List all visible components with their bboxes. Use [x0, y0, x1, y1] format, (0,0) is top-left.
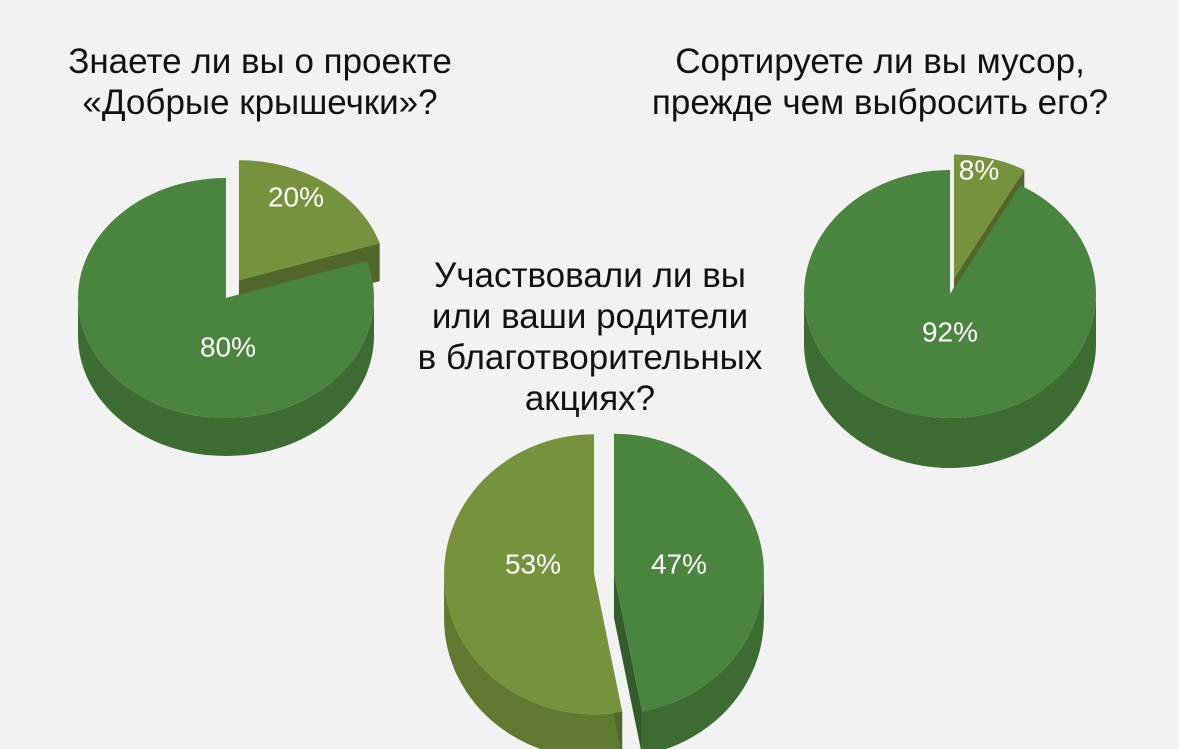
pie-1-label-0: 8%	[959, 154, 999, 185]
pie-0-label-0: 20%	[268, 181, 324, 212]
pie-chart-2: 47% 53%	[444, 433, 764, 749]
pie-1-label-1: 92%	[922, 316, 978, 347]
pie-2-label-0: 47%	[651, 548, 707, 579]
pie-2-slice-0-face-1	[613, 573, 643, 749]
pie-1-slice-0	[953, 154, 1025, 279]
pie-chart-1: 8% 92%	[804, 154, 1097, 468]
pie-chart-0: 20% 80%	[78, 160, 380, 456]
pie-1-slice-1-side	[804, 294, 1096, 468]
pie-2-label-1: 53%	[505, 548, 561, 579]
chart-title-sorting: Сортируете ли вы мусор, прежде чем выбро…	[651, 42, 1109, 122]
pie-2-slice-1-side	[444, 574, 623, 749]
pie-0-slice-1-side	[78, 298, 374, 456]
pie-0-slice-1	[78, 178, 375, 418]
pie-1-slice-1	[804, 170, 1097, 418]
pie-0-label-1: 80%	[200, 331, 256, 362]
pie-2-slice-1	[444, 434, 623, 715]
chart-title-awareness: Знаете ли вы о проекте «Добрые крышечки»…	[68, 42, 452, 122]
pie-2-slice-0	[613, 433, 764, 712]
pie-2-slice-0-side	[642, 573, 764, 749]
pie-0-slice-0	[238, 160, 380, 281]
chart-title-charity: Участвовали ли вы или ваши родители в бл…	[417, 256, 763, 418]
